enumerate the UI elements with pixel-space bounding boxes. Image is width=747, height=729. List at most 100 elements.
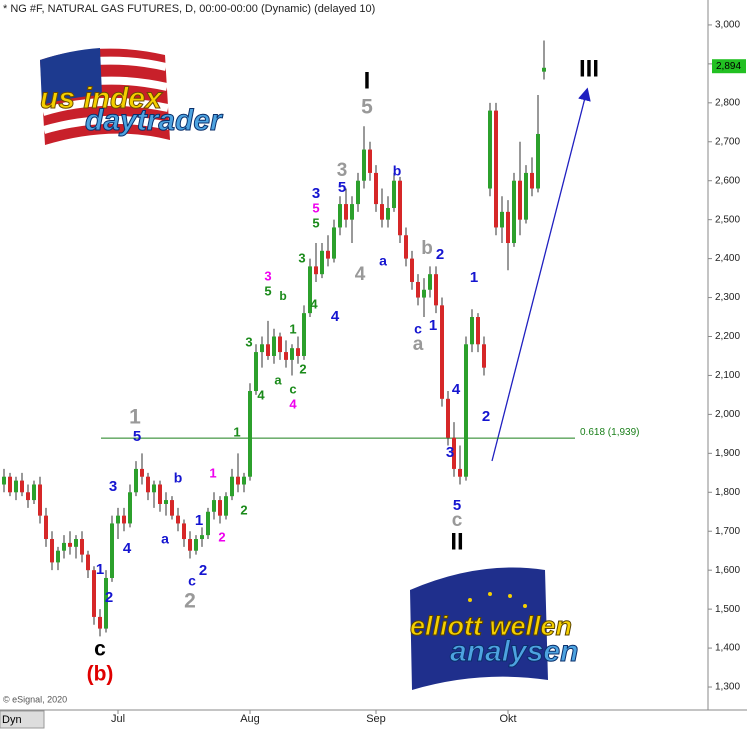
wave-label: 5 (312, 215, 319, 230)
candle-body (32, 484, 36, 501)
candle-body (86, 554, 90, 571)
wave-label: I (364, 67, 371, 94)
candle-body (194, 539, 198, 551)
candle-body (458, 468, 462, 477)
candle-body (440, 305, 444, 399)
candle-body (338, 204, 342, 228)
wave-label: 2 (299, 361, 306, 376)
candle-body (512, 180, 516, 244)
wave-label: 4 (289, 396, 297, 411)
wave-label: 2 (184, 590, 196, 613)
candle-body (74, 539, 78, 547)
candle-body (284, 352, 288, 360)
wave-label: 1 (96, 561, 104, 578)
mode-label[interactable]: Dyn (2, 714, 22, 726)
candle-body (488, 110, 492, 189)
logo-text: analysen (450, 635, 578, 668)
candle-body (308, 266, 312, 314)
candle-body (248, 391, 252, 477)
fib-label: 0.618 (1,939) (580, 427, 640, 438)
wave-label: 2 (482, 408, 490, 425)
candle-body (62, 542, 66, 551)
y-tick-label: 2,800 (715, 97, 740, 108)
y-tick-label: 2,500 (715, 214, 740, 225)
wave-label: 2 (240, 502, 247, 517)
candle-body (476, 317, 480, 345)
y-tick-label: 1,300 (715, 682, 740, 693)
wave-label: a (379, 253, 387, 269)
candle-body (152, 484, 156, 493)
wave-label: 4 (355, 264, 366, 285)
y-tick-label: 1,800 (715, 487, 740, 498)
mode-box[interactable] (0, 710, 45, 729)
candle-body (104, 577, 108, 629)
y-tick-label: 1,500 (715, 604, 740, 615)
y-tick-label: 1,400 (715, 643, 740, 654)
wave-label: 2 (436, 246, 444, 263)
x-tick-label: Sep (366, 713, 386, 725)
logo-text: daytrader (85, 104, 224, 137)
candle-body (404, 235, 408, 259)
candle-body (398, 180, 402, 236)
x-tick-label: Jul (111, 713, 125, 725)
candle-body (116, 515, 120, 524)
candle-body (236, 476, 240, 485)
candle-body (416, 281, 420, 298)
candle-body (494, 110, 498, 228)
candle-body (14, 480, 18, 493)
candle-body (200, 535, 204, 540)
trend-arrow (491, 87, 591, 462)
logo-text: elliott wellen (410, 611, 572, 641)
wave-label: 3 (245, 334, 252, 349)
candle-body (530, 172, 534, 189)
wave-label: b (393, 163, 402, 179)
candle-body (542, 67, 546, 72)
wave-label: 3 (337, 160, 348, 181)
candle-body (44, 515, 48, 540)
candle-body (134, 468, 138, 493)
candle-body (182, 523, 186, 540)
wave-label: 1 (195, 512, 203, 529)
candle-body (212, 500, 216, 512)
wave-label: 4 (310, 296, 318, 311)
wave-label: 1 (129, 406, 141, 429)
candle-body (218, 500, 222, 516)
candle-body (128, 492, 132, 524)
candle-body (314, 266, 318, 275)
candle-body (320, 250, 324, 275)
wave-label: 5 (361, 96, 373, 119)
logo-bottom: elliott wellen analysen (410, 567, 579, 690)
candle-body (446, 398, 450, 438)
candle-body (230, 476, 234, 497)
candle-body (98, 616, 102, 629)
y-tick-label: 2,600 (715, 175, 740, 186)
candle-body (524, 172, 528, 220)
candle-body (374, 172, 378, 205)
wave-label: c (289, 381, 296, 396)
candle-body (110, 523, 114, 578)
wave-label: 5 (453, 497, 461, 514)
candle-body (290, 348, 294, 360)
candle-body (326, 250, 330, 259)
candle-body (470, 317, 474, 345)
wave-label: a (413, 334, 424, 355)
candle-body (422, 289, 426, 298)
candle-body (68, 542, 72, 547)
candle-body (242, 476, 246, 485)
y-tick-label: 2,100 (715, 370, 740, 381)
wave-label: c (452, 510, 463, 531)
candle-body (350, 204, 354, 220)
candle-body (20, 480, 24, 493)
candle-body (386, 207, 390, 220)
wave-label: c (414, 321, 422, 337)
wave-label: 2 (199, 562, 207, 579)
y-tick-label: 2,700 (715, 136, 740, 147)
candle-body (278, 336, 282, 353)
candle-body (452, 437, 456, 469)
wave-label: III (579, 55, 599, 82)
candle-body (260, 344, 264, 353)
candle-body (356, 180, 360, 205)
candle-body (536, 133, 540, 189)
candle-body (170, 500, 174, 516)
